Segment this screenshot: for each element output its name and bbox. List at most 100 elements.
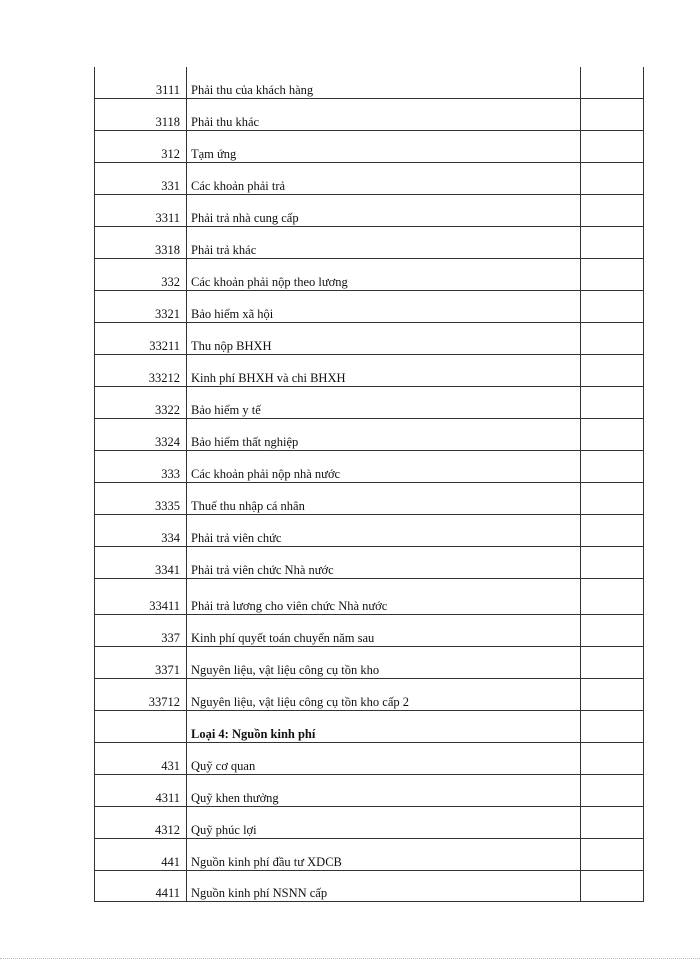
account-description: Nguồn kinh phí đầu tư XDCB <box>186 838 581 871</box>
account-description: Quỹ cơ quan <box>186 742 581 775</box>
empty-cell <box>580 162 644 195</box>
empty-cell <box>580 806 644 839</box>
empty-cell <box>580 290 644 323</box>
table-row: 3335 Thuế thu nhập cá nhân <box>94 482 644 515</box>
table-row: 334 Phải trả viên chức <box>94 514 644 547</box>
account-code <box>94 710 187 743</box>
account-code: 3311 <box>94 194 187 227</box>
account-code: 3324 <box>94 418 187 451</box>
account-description: Kinh phí quyết toán chuyển năm sau <box>186 614 581 647</box>
empty-cell <box>580 354 644 387</box>
table-row: 3322 Bảo hiểm y tế <box>94 386 644 419</box>
empty-cell <box>580 546 644 579</box>
table-row: 3118 Phải thu khác <box>94 98 644 131</box>
account-code: 334 <box>94 514 187 547</box>
page-boundary-divider <box>0 958 700 959</box>
account-code: 4311 <box>94 774 187 807</box>
table-row: 3311 Phải trả nhà cung cấp <box>94 194 644 227</box>
empty-cell <box>580 418 644 451</box>
table-row: 441 Nguồn kinh phí đầu tư XDCB <box>94 838 644 871</box>
account-code: 3341 <box>94 546 187 579</box>
account-description: Bảo hiểm y tế <box>186 386 581 419</box>
table-row: 431 Quỹ cơ quan <box>94 742 644 775</box>
empty-cell <box>580 514 644 547</box>
account-description: Phải trả viên chức Nhà nước <box>186 546 581 579</box>
table-row: 331 Các khoản phải trả <box>94 162 644 195</box>
table-row: 3111 Phải thu của khách hàng <box>94 67 644 99</box>
empty-cell <box>580 482 644 515</box>
empty-cell <box>580 450 644 483</box>
account-description: Loại 4: Nguồn kinh phí <box>186 710 581 743</box>
account-code: 3322 <box>94 386 187 419</box>
empty-cell <box>580 98 644 131</box>
account-code: 33211 <box>94 322 187 355</box>
empty-cell <box>580 130 644 163</box>
account-description: Bảo hiểm thất nghiệp <box>186 418 581 451</box>
account-description: Nguồn kinh phí NSNN cấp <box>186 870 581 902</box>
account-description: Thuế thu nhập cá nhân <box>186 482 581 515</box>
empty-cell <box>580 870 644 902</box>
table-row: 3341 Phải trả viên chức Nhà nước <box>94 546 644 579</box>
empty-cell <box>580 646 644 679</box>
empty-cell <box>580 838 644 871</box>
account-description: Phải trả lương cho viên chức Nhà nước <box>186 578 581 615</box>
account-description: Quỹ phúc lợi <box>186 806 581 839</box>
table-row: 332 Các khoản phải nộp theo lương <box>94 258 644 291</box>
account-code: 33212 <box>94 354 187 387</box>
table-row: 4311 Quỹ khen thưởng <box>94 774 644 807</box>
account-code: 331 <box>94 162 187 195</box>
account-description: Kinh phí BHXH và chi BHXH <box>186 354 581 387</box>
table-row: 33211 Thu nộp BHXH <box>94 322 644 355</box>
empty-cell <box>580 614 644 647</box>
empty-cell <box>580 322 644 355</box>
account-code: 3111 <box>94 67 187 99</box>
account-code: 441 <box>94 838 187 871</box>
account-code: 332 <box>94 258 187 291</box>
table-row: 33411 Phải trả lương cho viên chức Nhà nư… <box>94 578 644 615</box>
account-code: 4411 <box>94 870 187 902</box>
account-code: 3118 <box>94 98 187 131</box>
account-description: Các khoản phải nộp nhà nước <box>186 450 581 483</box>
account-description: Phải trả viên chức <box>186 514 581 547</box>
account-code: 33411 <box>94 578 187 615</box>
account-description: Quỹ khen thưởng <box>186 774 581 807</box>
account-code: 3318 <box>94 226 187 259</box>
account-code: 3335 <box>94 482 187 515</box>
account-code: 312 <box>94 130 187 163</box>
account-code: 3371 <box>94 646 187 679</box>
empty-cell <box>580 386 644 419</box>
empty-cell <box>580 678 644 711</box>
account-description: Nguyên liệu, vật liệu công cụ tồn kho cấ… <box>186 678 581 711</box>
account-code: 431 <box>94 742 187 775</box>
table-row: 3318 Phải trả khác <box>94 226 644 259</box>
table-row: 33212 Kinh phí BHXH và chi BHXH <box>94 354 644 387</box>
account-description: Các khoản phải nộp theo lương <box>186 258 581 291</box>
empty-cell <box>580 578 644 615</box>
account-description: Phải trả khác <box>186 226 581 259</box>
table-row: 3321 Bảo hiểm xã hội <box>94 290 644 323</box>
empty-cell <box>580 742 644 775</box>
account-code: 33712 <box>94 678 187 711</box>
account-description: Các khoản phải trả <box>186 162 581 195</box>
account-description: Nguyên liệu, vật liệu công cụ tồn kho <box>186 646 581 679</box>
account-code: 4312 <box>94 806 187 839</box>
account-description: Bảo hiểm xã hội <box>186 290 581 323</box>
account-description: Phải thu khác <box>186 98 581 131</box>
table-row: 312 Tạm ứng <box>94 130 644 163</box>
account-description: Thu nộp BHXH <box>186 322 581 355</box>
empty-cell <box>580 710 644 743</box>
account-code: 337 <box>94 614 187 647</box>
table-row: 333 Các khoản phải nộp nhà nước <box>94 450 644 483</box>
table-row: 3324 Bảo hiểm thất nghiệp <box>94 418 644 451</box>
table-row: 337 Kinh phí quyết toán chuyển năm sau <box>94 614 644 647</box>
section-heading-row: Loại 4: Nguồn kinh phí <box>94 710 644 743</box>
account-code: 3321 <box>94 290 187 323</box>
empty-cell <box>580 774 644 807</box>
empty-cell <box>580 258 644 291</box>
accounts-table: 3111 Phải thu của khách hàng 3118 Phải thu … <box>94 67 644 902</box>
table-row: 4411 Nguồn kinh phí NSNN cấp <box>94 870 644 902</box>
table-row: 4312 Quỹ phúc lợi <box>94 806 644 839</box>
empty-cell <box>580 194 644 227</box>
account-description: Tạm ứng <box>186 130 581 163</box>
table-row: 33712 Nguyên liệu, vật liệu công cụ tồn k… <box>94 678 644 711</box>
